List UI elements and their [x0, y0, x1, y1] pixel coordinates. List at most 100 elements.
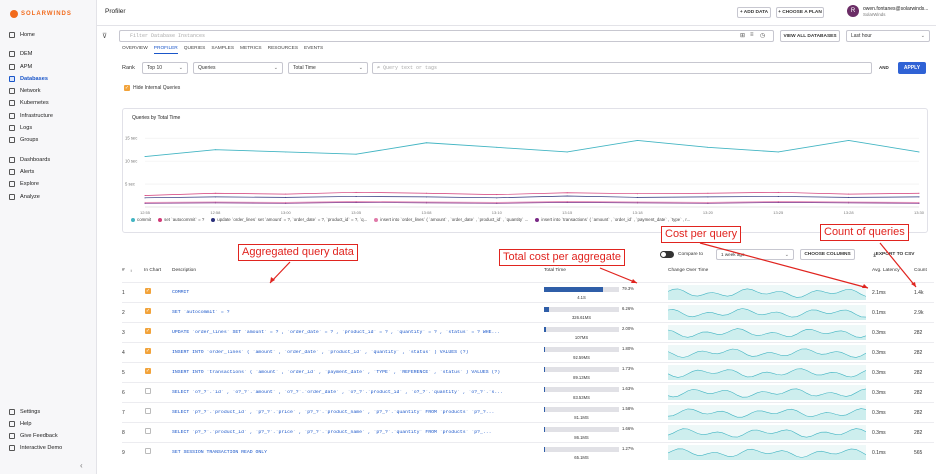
sidebar-item-interactive-demo[interactable]: Interactive Demo — [9, 443, 93, 452]
sidebar-item-groups[interactable]: Groups — [9, 135, 93, 144]
sidebar-item-kubernetes[interactable]: Kubernetes — [9, 98, 93, 107]
type-select[interactable]: Queries ⌄ — [193, 62, 283, 74]
tab-metrics[interactable]: METRICS — [240, 46, 262, 51]
sparkline-line — [668, 428, 866, 438]
in-chart-checkbox[interactable] — [145, 448, 151, 454]
sidebar-item-settings[interactable]: Settings — [9, 407, 93, 416]
legend-item[interactable]: set `autocommit` = ? — [158, 217, 204, 222]
table-row[interactable]: 7 SELECT `p?_?`.`product_id` , `p?_?`.`p… — [122, 402, 934, 422]
legend-item[interactable]: insert into `order_lines` ( `amount` , `… — [374, 217, 528, 222]
collapse-sidebar-icon[interactable]: ‹ — [80, 461, 83, 470]
sidebar-item-network[interactable]: Network — [9, 86, 93, 95]
metric-select[interactable]: Total Time ⌄ — [288, 62, 368, 74]
legend-item[interactable]: update `order_lines` set `amount` = ?, `… — [211, 217, 367, 222]
export-csv-button[interactable]: ⤓ EXPORT TO CSV — [860, 249, 928, 260]
tab-samples[interactable]: SAMPLES — [211, 46, 235, 51]
in-chart-checkbox[interactable]: ✓ — [145, 368, 151, 374]
query-description-link[interactable]: COMMIT — [172, 290, 190, 295]
user-menu[interactable]: R owen.fontanes@solarwinds... SolarWinds — [847, 5, 928, 17]
total-time-percent: 1.73% — [622, 366, 634, 371]
add-data-button[interactable]: + ADD DATA — [737, 7, 771, 18]
sort-icon[interactable]: ↕ — [130, 268, 132, 273]
checkbox-checked-icon[interactable]: ✓ — [124, 85, 130, 91]
compare-toggle[interactable] — [660, 251, 674, 258]
queries-chart[interactable]: 15 sec 10 sec 5 sec 12:55 12:58 13:00 13:05 13:… — [123, 109, 929, 217]
table-row[interactable]: 3 ✓ UPDATE `order_lines` SET `amount` = … — [122, 322, 934, 342]
total-time-bar-fill — [544, 427, 546, 432]
query-description-link[interactable]: INSERT INTO `transactions` ( `amount` , … — [172, 370, 501, 375]
sidebar-item-apm[interactable]: APM — [9, 62, 93, 71]
hide-internal-queries-toggle[interactable]: ✓ Hide Internal Queries — [124, 85, 180, 91]
sidebar-item-analyze[interactable]: Analyze — [9, 192, 93, 201]
query-description-link[interactable]: SET SESSION TRANSACTION READ ONLY — [172, 450, 267, 455]
time-range-select[interactable]: Last hour ⌄ — [846, 30, 930, 42]
choose-plan-button[interactable]: + CHOOSE A PLAN — [776, 7, 824, 18]
series-point — [214, 192, 216, 194]
table-row[interactable]: 6 SELECT `o?_?`.`id` , `o?_?`.`amount` ,… — [122, 382, 934, 402]
row-rank: 6 — [122, 390, 125, 396]
sidebar-item-label: Settings — [20, 408, 41, 415]
sidebar-item-logs[interactable]: Logs — [9, 123, 93, 132]
query-description-link[interactable]: SELECT `p?_?`.`product_id` , `p?_?`.`pri… — [172, 430, 492, 435]
header-count[interactable]: Count — [914, 268, 927, 273]
rank-select[interactable]: Top 10 ⌄ — [142, 62, 188, 74]
legend-item[interactable]: commit — [131, 217, 151, 222]
legend-item[interactable]: insert into `transactions` ( `amount` , … — [535, 217, 690, 222]
sidebar-item-dem[interactable]: DEM — [9, 49, 93, 58]
tab-profiler[interactable]: PROFILER — [153, 46, 178, 54]
query-description-link[interactable]: SELECT `o?_?`.`id` , `o?_?`.`amount` , `… — [172, 390, 504, 395]
tab-events[interactable]: EVENTS — [304, 46, 324, 51]
query-description-link[interactable]: SET `autocommit` = ? — [172, 310, 230, 315]
table-row[interactable]: 2 ✓ SET `autocommit` = ? 6.26% 326.61MS … — [122, 302, 934, 322]
series-point — [425, 142, 427, 144]
sidebar-item-alerts[interactable]: Alerts — [9, 167, 93, 176]
in-chart-checkbox[interactable]: ✓ — [145, 328, 151, 334]
sidebar-item-give-feedback[interactable]: Give Feedback — [9, 431, 93, 440]
sidebar-item-databases[interactable]: Databases — [9, 74, 93, 83]
header-avg-latency[interactable]: Avg. Latency — [872, 268, 900, 273]
query-description-link[interactable]: UPDATE `order_lines` SET `amount` = ? , … — [172, 330, 501, 335]
series-point — [496, 202, 498, 204]
and-label[interactable]: AND — [879, 65, 889, 70]
table-row[interactable]: 9 SET SESSION TRANSACTION READ ONLY 1.27… — [122, 442, 934, 462]
sidebar-item-home[interactable]: Home — [9, 30, 93, 39]
sparkline-line — [668, 348, 866, 358]
sidebar-item-dashboards[interactable]: Dashboards — [9, 155, 93, 164]
in-chart-checkbox[interactable] — [145, 408, 151, 414]
table-row[interactable]: 1 ✓ COMMIT 79.3% 4.1S 2.1ms 1.4k — [122, 282, 934, 302]
sidebar-item-infrastructure[interactable]: Infrastructure — [9, 111, 93, 120]
tab-overview[interactable]: OVERVIEW — [122, 46, 148, 51]
query-search-input[interactable]: ⌕ Query text or tags — [372, 62, 872, 74]
compare-select[interactable]: 1 week ago ⌄ — [716, 249, 794, 260]
sidebar-item-help[interactable]: Help — [9, 419, 93, 428]
history-icon[interactable]: ◷ — [760, 33, 766, 39]
in-chart-checkbox[interactable]: ✓ — [145, 288, 151, 294]
table-row[interactable]: 4 ✓ INSERT INTO `order_lines` ( `amount`… — [122, 342, 934, 362]
export-label: EXPORT TO CSV — [875, 252, 915, 257]
apply-button[interactable]: APPLY — [898, 62, 926, 74]
choose-columns-button[interactable]: CHOOSE COLUMNS — [800, 249, 855, 260]
in-chart-checkbox[interactable] — [145, 428, 151, 434]
query-description-link[interactable]: INSERT INTO `order_lines` ( `amount` , `… — [172, 350, 469, 355]
tab-resources[interactable]: RESOURCES — [267, 46, 299, 51]
change-sparkline — [668, 345, 866, 360]
filter-database-input[interactable]: Filter Database Instances — [119, 30, 774, 42]
legend-dot-icon — [535, 217, 540, 222]
list-view-icon[interactable]: ≡ — [750, 32, 754, 38]
view-all-databases-button[interactable]: VIEW ALL DATABASES — [780, 30, 840, 42]
table-row[interactable]: 8 SELECT `p?_?`.`product_id` , `p?_?`.`p… — [122, 422, 934, 442]
total-time-percent: 79.3% — [622, 286, 634, 291]
in-chart-checkbox[interactable] — [145, 388, 151, 394]
in-chart-checkbox[interactable]: ✓ — [145, 308, 151, 314]
header-rank[interactable]: # — [122, 268, 125, 273]
filter-funnel-icon[interactable]: ⊽ — [102, 33, 108, 40]
header-total-time[interactable]: Total Time — [544, 268, 566, 273]
table-row[interactable]: 5 ✓ INSERT INTO `transactions` ( `amount… — [122, 362, 934, 382]
tab-queries[interactable]: QUERIES — [183, 46, 206, 51]
sidebar-item-explore[interactable]: Explore — [9, 179, 93, 188]
query-description-link[interactable]: SELECT `p?_?`.`product_id` , `p?_?`.`pri… — [172, 410, 495, 415]
in-chart-checkbox[interactable]: ✓ — [145, 348, 151, 354]
solarwinds-logo[interactable]: SOLARWINDS — [10, 9, 72, 19]
grid-view-icon[interactable]: ⊞ — [740, 33, 746, 39]
